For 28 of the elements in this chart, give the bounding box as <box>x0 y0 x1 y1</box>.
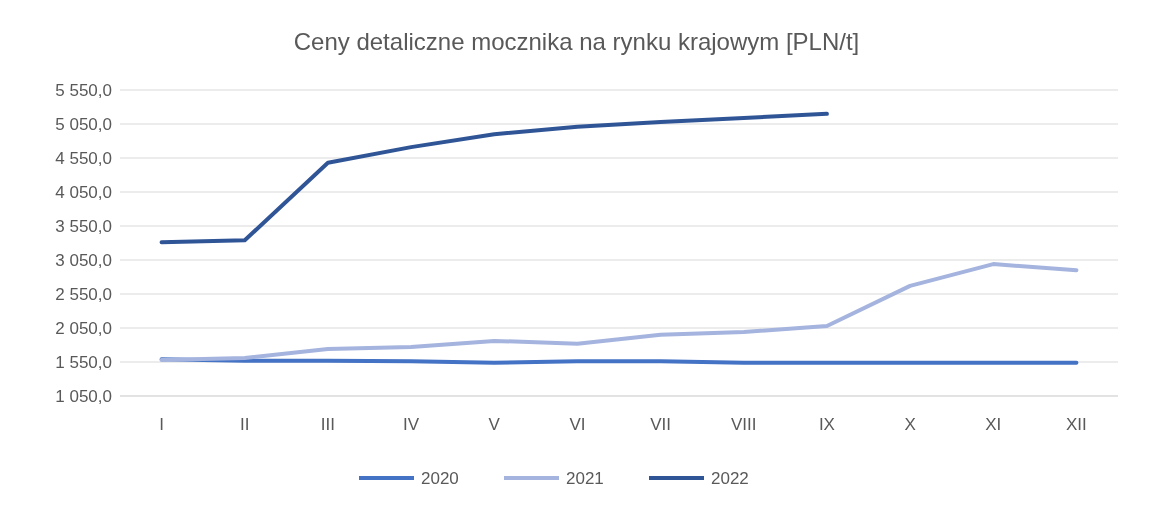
y-tick-label: 2 550,0 <box>55 284 112 304</box>
legend-label: 2020 <box>421 468 459 488</box>
chart-title: Ceny detaliczne mocznika na rynku krajowym [PLN/t] <box>293 28 860 55</box>
legend-label: 2022 <box>711 468 749 488</box>
line-series <box>159 262 1079 362</box>
x-tick-label: VI <box>569 415 586 434</box>
x-tick-label: IV <box>403 415 420 434</box>
y-tick-label: 3 550,0 <box>55 216 112 236</box>
x-tick-label: III <box>320 415 335 434</box>
line-series <box>159 111 829 245</box>
y-tick-label: 1 550,0 <box>55 352 112 372</box>
y-tick-label: 5 550,0 <box>55 80 112 100</box>
x-tick-label: IX <box>818 415 835 434</box>
y-tick-label: 3 050,0 <box>55 250 112 270</box>
x-tick-label: XI <box>985 415 1002 434</box>
x-tick-label: X <box>904 415 916 434</box>
y-tick-label: 5 050,0 <box>55 114 112 134</box>
x-tick-label: I <box>159 415 164 434</box>
y-tick-label: 4 050,0 <box>55 182 112 202</box>
x-tick-label: VII <box>650 415 671 434</box>
y-tick-label: 4 550,0 <box>55 148 112 168</box>
legend-label: 2021 <box>566 468 604 488</box>
x-tick-label: II <box>240 415 250 434</box>
x-tick-label: V <box>488 415 501 434</box>
x-tick-label: XII <box>1066 415 1087 434</box>
y-tick-label: 1 050,0 <box>55 386 112 406</box>
x-tick-label: VIII <box>730 415 757 434</box>
y-tick-label: 2 050,0 <box>55 318 112 338</box>
